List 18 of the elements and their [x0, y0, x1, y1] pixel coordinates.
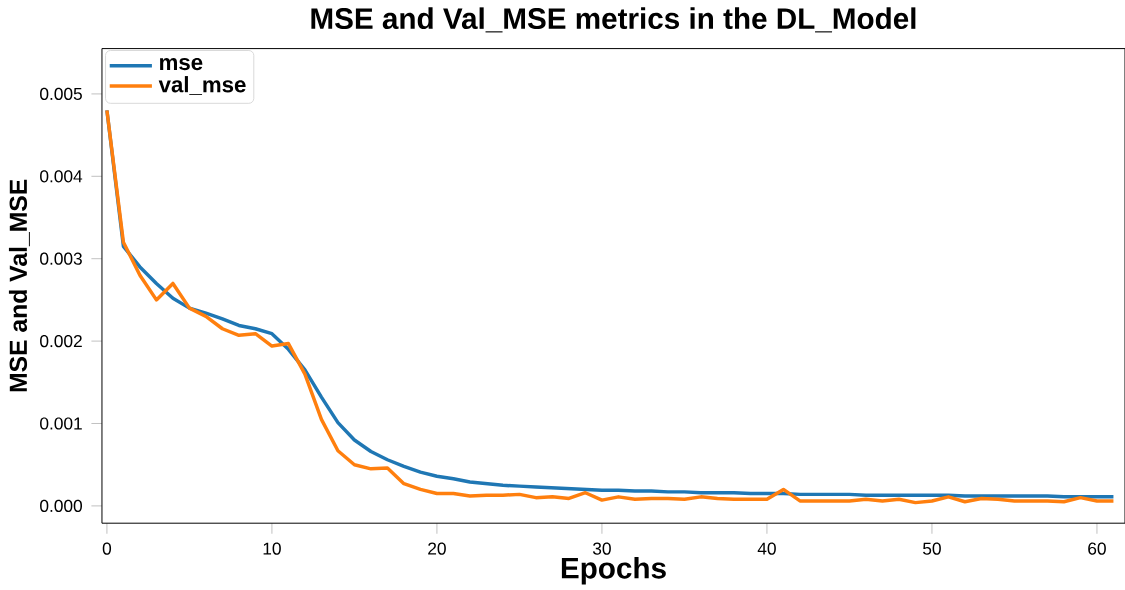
y-tick-label: 0.003 — [40, 252, 82, 265]
x-tick-label: 60 — [1088, 542, 1106, 555]
y-tick-label: 0.001 — [40, 417, 82, 430]
y-tick-label: 0.000 — [40, 499, 83, 513]
y-tick-label: 0.002 — [40, 335, 82, 348]
legend-label: val_mse — [158, 76, 246, 95]
x-tick-label: 0 — [102, 542, 112, 555]
x-tick-label: 40 — [757, 542, 776, 555]
x-tick-label: 10 — [263, 542, 281, 555]
chart-title: MSE and Val_MSE metrics in the DL_Model — [311, 7, 916, 33]
y-tick-label: 0.004 — [40, 170, 83, 183]
x-tick-label: 20 — [428, 542, 446, 555]
x-tick-label: 30 — [592, 542, 611, 555]
x-tick-label: 50 — [923, 542, 941, 555]
x-axis-title: Epochs — [561, 556, 666, 585]
legend-label: mse — [160, 57, 203, 71]
y-axis-title: MSE and Val_MSE — [8, 179, 30, 392]
y-tick-label: 0.005 — [40, 87, 82, 101]
